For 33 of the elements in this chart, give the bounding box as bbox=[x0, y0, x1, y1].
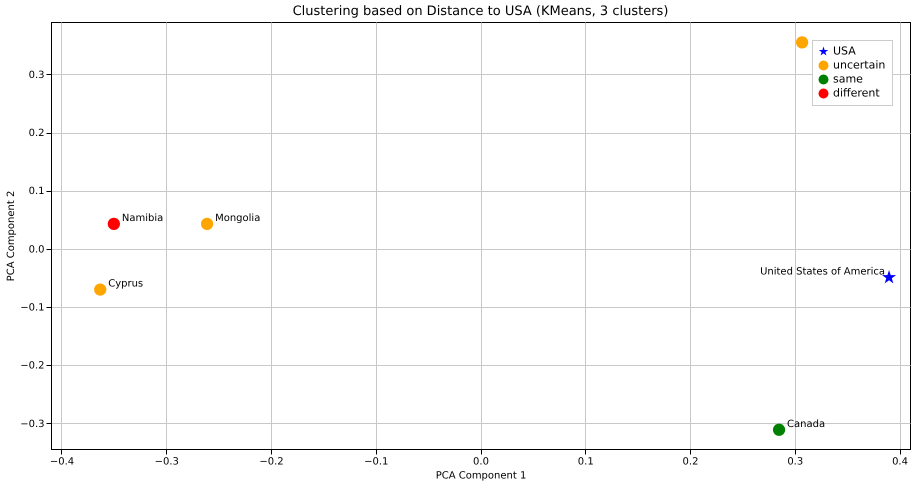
point bbox=[108, 218, 120, 230]
legend-label: uncertain bbox=[833, 58, 886, 72]
chart-title: Clustering based on Distance to USA (KMeans, 3 clusters) bbox=[292, 4, 668, 19]
annotation: Canada bbox=[787, 418, 826, 430]
x-tick-label: −0.3 bbox=[154, 456, 179, 468]
x-tick-label: −0.2 bbox=[259, 456, 284, 468]
y-tick-label: −0.3 bbox=[20, 418, 44, 430]
y-tick-label: −0.1 bbox=[20, 302, 44, 314]
x-tick-label: 0.4 bbox=[892, 456, 908, 468]
legend-label: same bbox=[833, 72, 864, 86]
y-tick-label: 0.0 bbox=[28, 244, 44, 256]
x-tick-label: 0.3 bbox=[787, 456, 804, 468]
y-tick-label: −0.2 bbox=[20, 360, 44, 372]
x-tick-label: −0.4 bbox=[50, 456, 74, 468]
y-axis-title: PCA Component 2 bbox=[6, 190, 18, 282]
x-tick-label: 0.1 bbox=[578, 456, 594, 468]
x-tick-label: 0.2 bbox=[682, 456, 698, 468]
annotation: Cyprus bbox=[108, 278, 144, 290]
point bbox=[200, 218, 214, 230]
point bbox=[94, 283, 106, 296]
point bbox=[772, 424, 786, 436]
y-tick-label: 0.2 bbox=[28, 128, 44, 140]
annotation: Namibia bbox=[122, 212, 164, 224]
point bbox=[796, 36, 808, 48]
x-tick-label: −0.1 bbox=[364, 456, 388, 468]
legend-label: USA bbox=[833, 44, 856, 58]
y-tick-label: 0.3 bbox=[28, 70, 44, 81]
y-tick-label: 0.1 bbox=[28, 186, 44, 198]
annotation: United States of America bbox=[760, 266, 886, 278]
x-axis-title: PCA Component 1 bbox=[436, 470, 526, 482]
annotation: Mongolia bbox=[215, 212, 260, 224]
x-tick-label: 0.0 bbox=[473, 456, 489, 468]
legend-label: different bbox=[833, 86, 880, 100]
